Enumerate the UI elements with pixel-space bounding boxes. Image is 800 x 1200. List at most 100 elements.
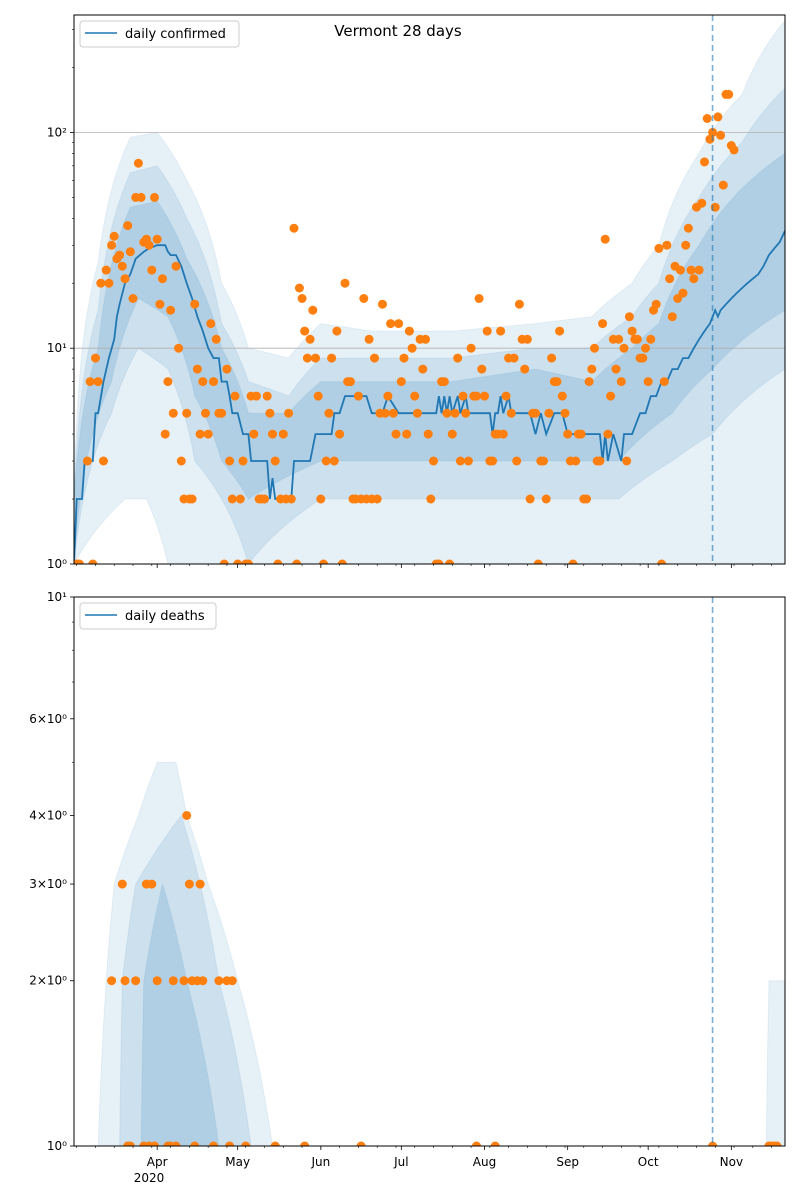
scatter-point — [394, 319, 404, 329]
scatter-point — [480, 391, 489, 401]
scatter-point — [238, 456, 248, 466]
scatter-point — [316, 494, 326, 504]
scatter-point — [292, 559, 302, 564]
scatter-point — [450, 408, 460, 418]
scatter-point — [166, 305, 176, 315]
scatter-point — [399, 353, 409, 363]
scatter-point — [195, 879, 205, 889]
scatter-point — [300, 326, 310, 336]
scatter-point — [155, 299, 165, 309]
scatter-point — [627, 326, 637, 336]
scatter-point — [125, 247, 135, 257]
confirmed-x-axis — [76, 564, 772, 568]
scatter-point — [378, 299, 387, 309]
scatter-point — [147, 879, 157, 889]
scatter-point — [391, 429, 401, 439]
scatter-point — [426, 494, 436, 504]
scatter-point — [311, 353, 320, 363]
scatter-point — [85, 377, 95, 387]
scatter-point — [659, 377, 669, 387]
scatter-point — [600, 234, 610, 244]
scatter-point — [249, 429, 259, 439]
scatter-point — [324, 408, 334, 418]
scatter-point — [321, 456, 331, 466]
scatter-point — [474, 294, 484, 303]
scatter-point — [718, 180, 728, 190]
scatter-point — [512, 456, 522, 466]
scatter-point — [455, 456, 465, 466]
scatter-point — [182, 408, 192, 418]
scatter-point — [136, 192, 146, 202]
scatter-point — [82, 456, 92, 466]
scatter-point — [115, 250, 125, 260]
scatter-point — [147, 265, 157, 275]
scatter-point — [563, 429, 573, 439]
scatter-point — [332, 326, 342, 336]
scatter-point — [233, 559, 243, 564]
uncertainty-band-1 — [74, 19, 785, 564]
scatter-point — [179, 976, 189, 986]
x-tick-label: Sep — [556, 1155, 579, 1169]
y-tick-label: 10⁰ — [47, 1139, 67, 1153]
scatter-point — [192, 364, 202, 374]
scatter-point — [423, 429, 433, 439]
scatter-point — [434, 559, 444, 564]
confirmed-panel: 10⁰ 10¹ 10² Vermont 28 days daily confirme… — [47, 14, 786, 571]
scatter-point — [402, 429, 412, 439]
scatter-point — [305, 334, 315, 344]
scatter-point — [117, 879, 127, 889]
scatter-point — [174, 343, 184, 353]
scatter-point — [176, 456, 186, 466]
scatter-point — [241, 1141, 251, 1146]
scatter-point — [520, 364, 530, 374]
y-tick-label: 4×10⁰ — [29, 808, 67, 822]
scatter-point — [268, 429, 277, 439]
scatter-point — [716, 130, 726, 140]
legend-label-daily-confirmed: daily confirmed — [125, 27, 226, 42]
scatter-point — [638, 353, 648, 363]
y-tick-label: 3×10⁰ — [29, 877, 67, 891]
scatter-point — [501, 391, 511, 401]
scatter-point — [595, 456, 605, 466]
deaths-legend: daily deaths — [79, 602, 217, 630]
y-tick-label: 10² — [47, 125, 67, 139]
legend-box — [79, 20, 240, 48]
x-tick-label: Jul — [393, 1155, 408, 1169]
scatter-point — [582, 494, 591, 504]
scatter-point — [458, 391, 468, 401]
scatter-point — [697, 198, 707, 208]
x-tick-label: May — [225, 1155, 250, 1169]
scatter-point — [418, 364, 428, 374]
scatter-point — [396, 377, 406, 387]
scatter-point — [496, 326, 506, 336]
scatter-point — [410, 391, 420, 401]
scatter-point — [675, 265, 685, 275]
scatter-point — [421, 334, 430, 344]
scatter-point — [144, 240, 154, 250]
scatter-point — [289, 223, 299, 233]
x-axis-year-label: 2020 — [134, 1171, 165, 1185]
legend-label-daily-deaths: daily deaths — [125, 609, 205, 624]
deaths-scatter-series — [107, 811, 782, 1146]
scatter-point — [624, 312, 634, 322]
scatter-point — [654, 243, 664, 253]
scatter-point — [209, 377, 218, 387]
line-series-0 — [74, 230, 785, 564]
scatter-point — [184, 879, 194, 889]
scatter-point — [514, 299, 524, 309]
scatter-point — [171, 261, 181, 271]
scatter-point — [694, 265, 704, 275]
scatter-point — [453, 353, 463, 363]
deaths-y-axis: 10⁰ 2×10⁰ 3×10⁰ 4×10⁰ 6×10⁰ 10¹ — [29, 590, 74, 1153]
scatter-point — [230, 391, 240, 401]
scatter-point — [278, 429, 288, 439]
scatter-point — [335, 429, 345, 439]
scatter-point — [708, 127, 718, 137]
scatter-point — [370, 353, 379, 363]
scatter-point — [104, 278, 114, 288]
scatter-point — [211, 334, 221, 344]
scatter-point — [222, 364, 232, 374]
y-tick-label: 10¹ — [47, 341, 67, 355]
scatter-point — [340, 278, 350, 288]
scatter-point — [576, 429, 586, 439]
